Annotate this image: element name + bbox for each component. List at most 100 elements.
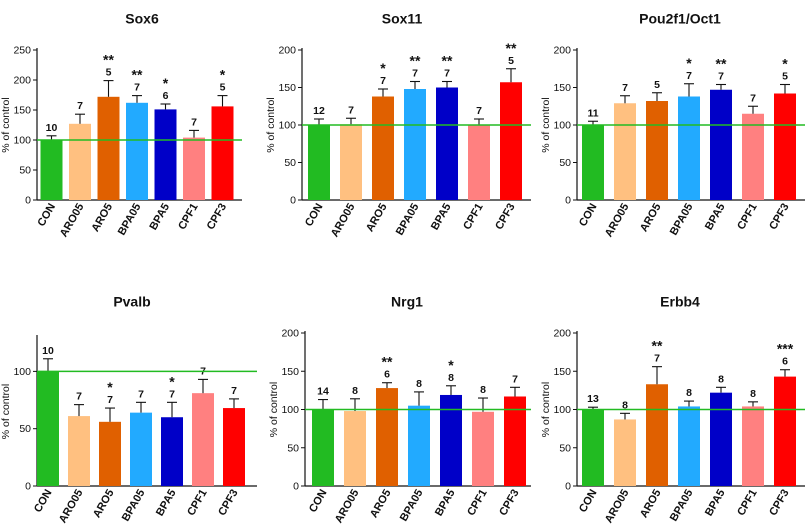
n-label: 7 xyxy=(686,70,692,82)
panel-title: Erbb4 xyxy=(660,293,700,309)
category-label: CPF1 xyxy=(461,202,485,232)
bar-bpa05 xyxy=(408,405,430,486)
n-label: 7 xyxy=(169,388,175,400)
category-label: CPF3 xyxy=(216,488,240,518)
category-label: ARO05 xyxy=(333,488,362,526)
bar-aro05 xyxy=(614,103,636,200)
category-label: ARO5 xyxy=(89,202,115,234)
bar-cpf3 xyxy=(504,396,526,486)
panel-title: Pvalb xyxy=(113,293,150,309)
category-label: CPF1 xyxy=(465,488,489,518)
significance-mark: * xyxy=(782,56,788,72)
y-tick-label: 100 xyxy=(553,404,571,416)
bar-cpf1 xyxy=(468,125,490,200)
y-tick-label: 250 xyxy=(13,45,31,57)
n-label: 5 xyxy=(654,79,660,91)
n-label: 7 xyxy=(107,394,113,406)
category-label: CPF3 xyxy=(497,488,521,518)
y-tick-label: 100 xyxy=(278,120,296,132)
bar-con xyxy=(308,125,330,200)
y-tick-label: 0 xyxy=(25,195,31,207)
n-label: 7 xyxy=(231,385,237,397)
y-tick-label: 200 xyxy=(553,45,571,57)
bar-aro5 xyxy=(372,96,394,200)
panel-erbb4: Erbb4 % of control 0 50 100 150 200 13 CON 8 ARO05… xyxy=(540,293,805,525)
y-tick-label: 50 xyxy=(559,442,571,454)
category-label: CPF1 xyxy=(185,488,209,518)
y-tick-label: 0 xyxy=(293,481,299,493)
n-label: 7 xyxy=(444,68,450,80)
bar-aro5 xyxy=(376,388,398,486)
n-label: 14 xyxy=(317,386,329,398)
significance-mark: *** xyxy=(777,341,794,357)
bar-bpa5 xyxy=(436,87,458,200)
significance-mark: ** xyxy=(716,56,727,72)
y-axis-label: % of control xyxy=(0,384,12,439)
significance-mark: * xyxy=(448,357,454,373)
bar-bpa5 xyxy=(710,89,732,200)
y-tick-label: 0 xyxy=(565,481,571,493)
n-label: 10 xyxy=(46,122,58,134)
panel-nrg1: Nrg1 % of control 0 50 100 150 200 14 CON 8 ARO05 6… xyxy=(268,293,531,525)
significance-mark: * xyxy=(107,379,113,395)
bar-aro05 xyxy=(614,419,636,486)
y-tick-label: 0 xyxy=(290,195,296,207)
category-label: ARO5 xyxy=(368,488,394,520)
n-label: 8 xyxy=(480,384,486,396)
category-label: ARO5 xyxy=(638,488,664,520)
bar-con xyxy=(37,371,59,486)
n-label: 7 xyxy=(138,388,144,400)
y-tick-label: 100 xyxy=(553,120,571,132)
bar-con xyxy=(582,125,604,200)
y-tick-label: 150 xyxy=(278,82,296,94)
bar-aro5 xyxy=(646,101,668,200)
bar-bpa05 xyxy=(404,89,426,200)
y-tick-label: 100 xyxy=(13,135,31,147)
panel-sox6: Sox6 % of control 0 50 100 150 200 250 10 CON 7 ARO… xyxy=(0,10,242,239)
bar-bpa05 xyxy=(126,102,148,200)
n-label: 10 xyxy=(42,345,54,357)
category-label: BPA5 xyxy=(703,202,728,233)
n-label: 8 xyxy=(686,387,692,399)
category-label: CPF1 xyxy=(735,488,759,518)
n-label: 7 xyxy=(134,82,140,94)
category-label: BPA5 xyxy=(433,488,458,519)
y-tick-label: 0 xyxy=(25,481,31,493)
bar-aro5 xyxy=(99,421,121,486)
n-label: 7 xyxy=(622,82,628,94)
n-label: 6 xyxy=(163,90,169,102)
category-label: CON xyxy=(35,201,58,228)
n-label: 8 xyxy=(718,373,724,385)
n-label: 6 xyxy=(384,369,390,381)
bar-bpa05 xyxy=(678,406,700,486)
panel-pvalb: Pvalb% of control05010010CON7ARO057*ARO5… xyxy=(0,293,257,525)
panel-title: Nrg1 xyxy=(391,293,423,309)
n-label: 11 xyxy=(587,107,598,119)
y-tick-label: 150 xyxy=(281,366,299,378)
y-axis-label: % of control xyxy=(265,97,277,152)
significance-mark: ** xyxy=(506,40,517,56)
y-axis-label: % of control xyxy=(540,382,552,437)
n-label: 8 xyxy=(448,372,454,384)
category-label: ARO5 xyxy=(638,202,664,234)
category-label: BPA5 xyxy=(147,202,172,233)
y-tick-label: 50 xyxy=(287,442,299,454)
significance-mark: ** xyxy=(442,53,453,69)
y-tick-label: 100 xyxy=(13,366,31,378)
category-label: BPA5 xyxy=(703,488,728,519)
bar-cpf1 xyxy=(742,406,764,486)
category-label: ARO05 xyxy=(58,202,87,240)
y-axis-label: % of control xyxy=(0,97,12,152)
y-tick-label: 150 xyxy=(553,82,571,94)
panel-title: Sox6 xyxy=(125,10,159,26)
bar-cpf1 xyxy=(183,137,205,200)
category-label: BPA05 xyxy=(668,202,696,238)
y-tick-label: 200 xyxy=(278,45,296,57)
category-label: ARO05 xyxy=(603,202,632,240)
y-tick-label: 150 xyxy=(13,105,31,117)
significance-mark: * xyxy=(169,373,175,389)
n-label: 7 xyxy=(750,92,756,104)
y-axis-label: % of control xyxy=(268,382,280,437)
category-label: ARO05 xyxy=(57,488,86,526)
